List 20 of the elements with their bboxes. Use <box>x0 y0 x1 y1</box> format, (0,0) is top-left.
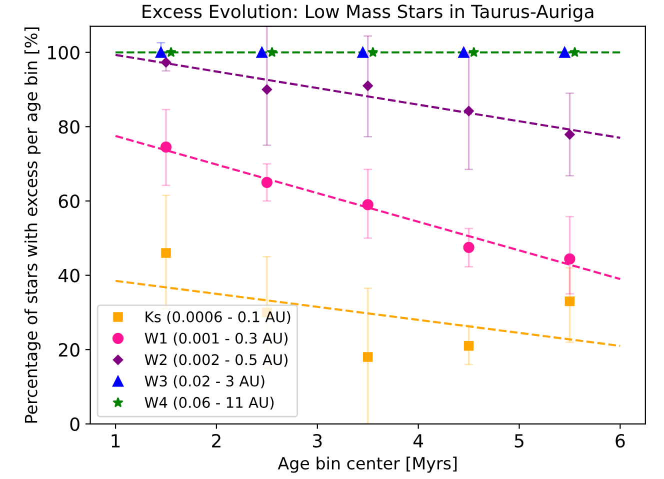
y-tick-label: 0 <box>70 417 80 432</box>
legend-label: W1 (0.001 - 0.3 AU) <box>144 332 288 346</box>
y-tick-label: 80 <box>58 120 80 134</box>
y-tick-label: 20 <box>58 343 80 357</box>
x-tick-label: 3 <box>313 434 322 448</box>
x-tick-label: 6 <box>616 434 625 448</box>
y-tick-label: 60 <box>58 194 80 208</box>
x-axis-title: Age bin center [Myrs] <box>278 456 457 473</box>
x-tick-label: 5 <box>514 434 524 448</box>
x-tick-label: 1 <box>112 434 120 448</box>
x-tick-label: 4 <box>413 434 424 448</box>
y-tick-label: 100 <box>48 46 80 60</box>
legend-label: W3 (0.02 - 3 AU) <box>144 375 264 388</box>
legend-label: W2 (0.002 - 0.5 AU) <box>144 354 288 367</box>
y-tick-label: 40 <box>58 268 80 282</box>
legend-label: W4 (0.06 - 11 AU) <box>144 396 274 410</box>
x-tick-label: 2 <box>212 434 220 448</box>
chart-title: Excess Evolution: Low Mass Stars in Taurus-Auriga <box>142 4 594 22</box>
y-axis-title: Percentage of stars with excess per age bin [%] <box>24 27 41 423</box>
legend-label: Ks (0.0006 - 0.1 AU) <box>146 311 290 324</box>
